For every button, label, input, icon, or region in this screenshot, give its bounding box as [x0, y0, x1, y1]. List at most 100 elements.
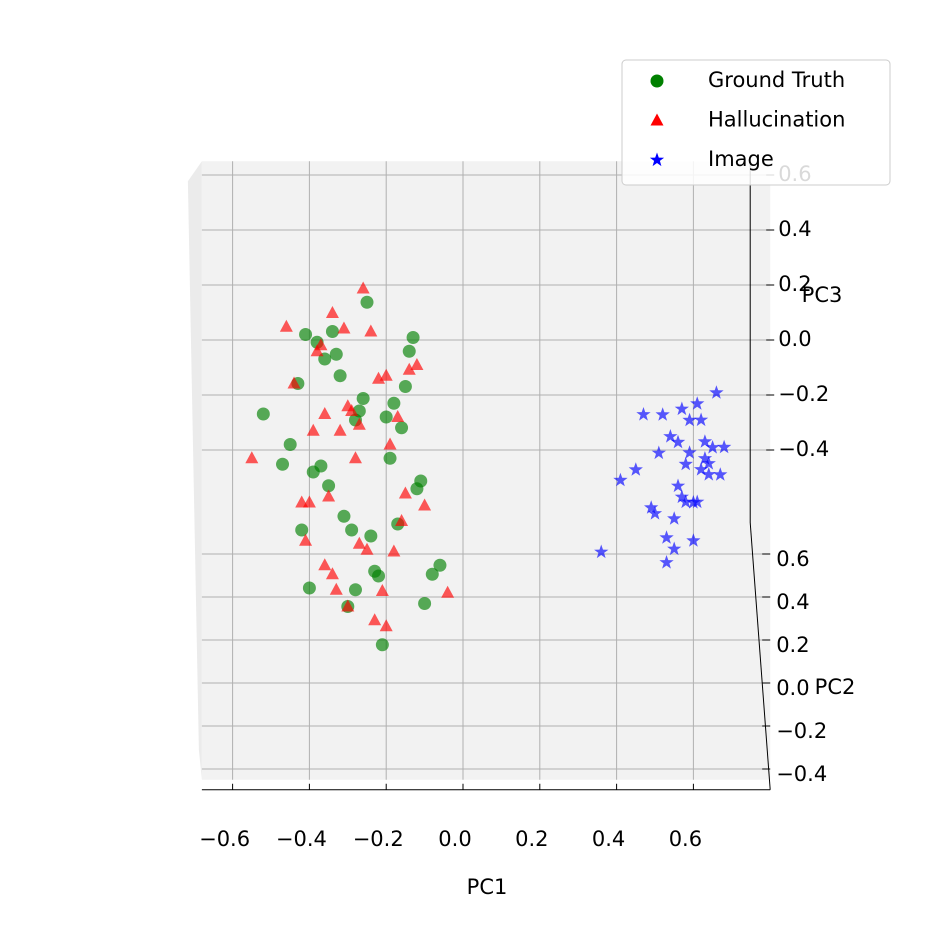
- z-tick-label: −0.4: [778, 437, 829, 461]
- point: [414, 474, 428, 488]
- y-tick-label: 0.2: [776, 633, 809, 657]
- point: [318, 407, 332, 419]
- point: [682, 445, 697, 459]
- point: [670, 434, 686, 449]
- point: [395, 421, 409, 435]
- point: [318, 558, 332, 571]
- x-tick-label: 0.4: [592, 827, 625, 851]
- point: [379, 410, 393, 424]
- point: [322, 479, 336, 493]
- point: [364, 529, 378, 543]
- point: [678, 494, 693, 509]
- point: [387, 396, 401, 410]
- point: [276, 457, 290, 471]
- point: [398, 380, 412, 393]
- point: [245, 451, 259, 464]
- legend-marker: [650, 74, 664, 88]
- point: [705, 440, 720, 454]
- y-axis-line: [749, 522, 771, 790]
- point: [299, 533, 313, 546]
- point: [709, 385, 724, 399]
- y-tick-label: 0.0: [776, 676, 809, 700]
- point: [333, 423, 347, 436]
- point: [352, 417, 366, 430]
- point: [379, 368, 393, 381]
- point: [379, 619, 393, 632]
- point: [418, 597, 432, 610]
- y-tick-label: 0.4: [776, 590, 809, 614]
- point: [713, 467, 728, 481]
- legend-label: Image: [708, 147, 774, 171]
- point: [674, 489, 689, 504]
- legend-label: Hallucination: [708, 108, 845, 132]
- point: [337, 321, 351, 334]
- point: [314, 459, 328, 473]
- point: [613, 472, 628, 487]
- point: [659, 530, 674, 544]
- point: [690, 396, 705, 410]
- point: [410, 358, 424, 370]
- legend-label: Ground Truth: [708, 68, 845, 92]
- point: [383, 451, 397, 465]
- x-tick-label: −0.2: [353, 827, 404, 851]
- x-tick-label: 0.2: [515, 827, 548, 851]
- point: [368, 613, 382, 626]
- point: [387, 544, 401, 557]
- panes: [187, 161, 771, 780]
- legend-marker: [649, 152, 665, 167]
- point: [402, 344, 416, 358]
- point: [667, 541, 682, 556]
- point: [395, 514, 409, 526]
- point: [406, 331, 420, 344]
- point: [383, 437, 397, 450]
- x-tick-label: 0.6: [669, 827, 702, 851]
- point: [356, 281, 370, 294]
- point: [418, 498, 432, 511]
- point: [693, 462, 709, 476]
- y-tick-label: −0.4: [776, 762, 827, 786]
- point: [348, 451, 362, 464]
- z-tick-label: 0.0: [778, 327, 811, 351]
- floor-pane: [201, 532, 771, 780]
- point: [636, 407, 651, 421]
- point: [686, 533, 701, 547]
- point: [341, 599, 355, 612]
- z-tick-label: −0.2: [778, 382, 829, 406]
- y-tick-label: 0.6: [776, 547, 809, 571]
- point: [306, 423, 320, 436]
- point: [364, 324, 378, 337]
- z-axis-label: PC3: [802, 283, 843, 307]
- point: [368, 564, 382, 578]
- point: [348, 583, 362, 597]
- point: [651, 445, 666, 460]
- point: [279, 319, 293, 332]
- series: [594, 385, 732, 569]
- left-pane: [187, 161, 202, 780]
- point: [391, 410, 405, 422]
- point: [295, 523, 309, 537]
- point: [360, 295, 374, 309]
- point: [345, 523, 359, 537]
- point: [325, 567, 339, 580]
- point: [310, 344, 324, 357]
- point: [333, 369, 347, 383]
- point: [402, 362, 416, 375]
- point: [295, 495, 309, 508]
- point: [678, 456, 693, 471]
- point: [256, 407, 270, 421]
- y-tick-label: −0.2: [776, 719, 827, 743]
- point: [647, 506, 663, 520]
- point: [356, 392, 370, 405]
- x-tick-label: −0.6: [199, 827, 250, 851]
- point: [375, 584, 389, 596]
- point: [701, 467, 716, 481]
- legend-marker: [650, 113, 664, 126]
- point: [690, 494, 705, 509]
- point: [283, 438, 297, 451]
- point: [441, 585, 455, 598]
- point: [325, 325, 339, 338]
- point: [594, 544, 609, 559]
- point: [697, 451, 713, 465]
- point: [352, 536, 366, 549]
